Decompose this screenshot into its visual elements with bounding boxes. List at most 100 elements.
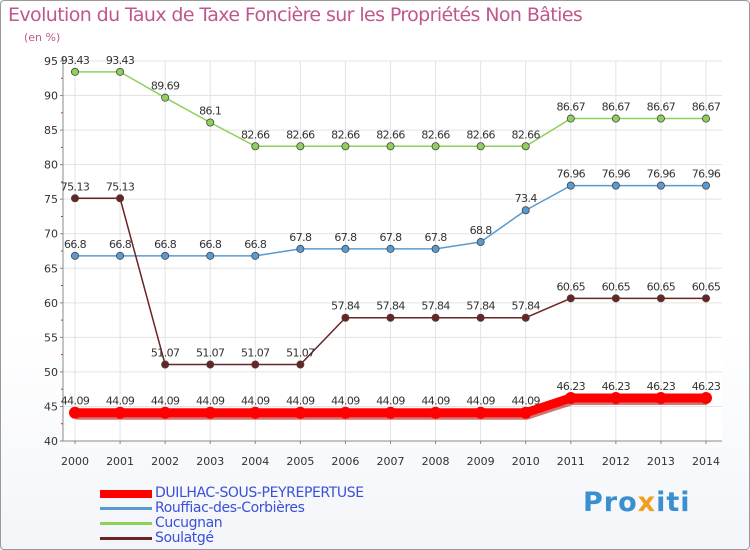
data-point: [386, 244, 395, 253]
data-label: 44.09: [376, 395, 405, 408]
data-point: [611, 181, 620, 190]
data-label: 44.09: [511, 395, 540, 408]
data-label: 57.84: [376, 300, 405, 313]
data-label: 75.13: [61, 180, 90, 193]
data-label: 89.69: [151, 80, 180, 93]
x-tick-label: 2014: [692, 455, 720, 468]
data-label: 82.66: [421, 128, 450, 141]
data-point: [700, 391, 712, 404]
data-label: 46.23: [647, 380, 676, 393]
data-point: [296, 360, 305, 369]
data-point: [431, 313, 440, 322]
data-label: 66.8: [154, 238, 177, 251]
y-tick-label: 70: [44, 228, 58, 241]
data-label: 57.84: [331, 300, 360, 313]
data-label: 68.8: [470, 224, 493, 237]
data-point: [251, 251, 260, 260]
data-label: 73.4: [515, 192, 538, 205]
logo-text-end: iti: [656, 487, 691, 518]
series-4: 75.13 75.13 51.07 51.07 51.07 51.07 57.84 57.84…: [61, 180, 721, 369]
legend-swatch: [100, 537, 152, 540]
x-tick-label: 2004: [241, 455, 269, 468]
data-point: [521, 142, 530, 151]
data-label: 44.09: [196, 395, 225, 408]
y-tick-label: 90: [44, 90, 58, 103]
data-point: [206, 251, 215, 260]
data-label: 67.8: [289, 231, 312, 244]
data-label: 82.66: [286, 128, 315, 141]
data-point: [656, 114, 665, 123]
data-label: 46.23: [602, 380, 631, 393]
data-label: 44.09: [61, 395, 90, 408]
data-point: [339, 406, 352, 419]
data-label: 51.07: [286, 347, 315, 360]
data-label: 82.66: [331, 128, 360, 141]
x-tick-label: 2010: [512, 455, 540, 468]
data-label: 67.8: [425, 231, 448, 244]
data-label: 46.23: [692, 380, 721, 393]
x-tick-label: 2011: [557, 455, 585, 468]
data-label: 60.65: [557, 280, 586, 293]
data-point: [341, 313, 350, 322]
x-tick-label: 2013: [647, 455, 675, 468]
x-tick-label: 2002: [151, 455, 179, 468]
legend-swatch: [100, 507, 152, 510]
data-label: 66.8: [244, 238, 267, 251]
data-label: 82.66: [376, 128, 405, 141]
x-tick-label: 2003: [196, 455, 224, 468]
data-label: 57.84: [511, 300, 540, 313]
data-label: 67.8: [379, 231, 402, 244]
logo-text-accent: x: [637, 487, 657, 518]
legend-label: DUILHAC-SOUS-PEYREPERTUSE: [155, 485, 364, 501]
data-point: [251, 360, 260, 369]
legend-label: Cucugnan: [155, 515, 223, 531]
data-point: [702, 181, 711, 190]
x-tick-label: 2009: [467, 455, 495, 468]
data-point: [341, 244, 350, 253]
data-point: [161, 360, 170, 369]
y-tick-label: 65: [44, 262, 58, 275]
data-point: [161, 93, 170, 102]
legend-label: Soulatgé: [155, 530, 214, 546]
data-label: 76.96: [557, 168, 586, 181]
y-tick-label: 85: [44, 124, 58, 137]
data-label: 44.09: [421, 395, 450, 408]
x-tick-label: 2005: [286, 455, 314, 468]
x-tick-label: 2006: [331, 455, 359, 468]
data-label: 44.09: [331, 395, 360, 408]
series-3: 93.43 93.43 89.69 86.1 82.66 82.66 82.66 82.66 8…: [61, 54, 721, 151]
chart-title: Evolution du Taux de Taxe Foncière sur l…: [8, 4, 583, 26]
data-label: 76.96: [602, 168, 631, 181]
series-1: 44.09 44.09 44.09 44.09 44.09 44.09 44.09 44.09…: [61, 380, 721, 420]
data-label: 57.84: [466, 300, 495, 313]
data-label: 66.8: [64, 238, 87, 251]
data-label: 46.23: [557, 380, 586, 393]
data-point: [431, 244, 440, 253]
data-label: 86.67: [647, 101, 676, 114]
x-tick-label: 2000: [61, 455, 89, 468]
data-point: [656, 181, 665, 190]
data-point: [386, 142, 395, 151]
data-label: 60.65: [647, 280, 676, 293]
data-point: [114, 406, 127, 419]
data-label: 86.67: [557, 101, 586, 114]
data-point: [474, 406, 487, 419]
series-2: 66.8 66.8 66.8 66.8 66.8 67.8 67.8 67.8 67.8 68.8…: [64, 168, 721, 260]
data-label: 44.09: [241, 395, 270, 408]
data-point: [611, 294, 620, 303]
data-label: 75.13: [106, 180, 135, 193]
y-tick-label: 50: [44, 366, 58, 379]
data-point: [656, 294, 665, 303]
data-point: [206, 360, 215, 369]
data-label: 82.66: [241, 128, 270, 141]
data-point: [521, 206, 530, 215]
data-point: [384, 406, 397, 419]
data-label: 66.8: [109, 238, 132, 251]
data-point: [206, 118, 215, 127]
data-label: 86.1: [199, 104, 221, 117]
data-label: 86.67: [602, 101, 631, 114]
data-label: 76.96: [692, 168, 721, 181]
data-point: [566, 181, 575, 190]
y-tick-label: 80: [44, 159, 58, 172]
data-label: 51.07: [241, 347, 270, 360]
